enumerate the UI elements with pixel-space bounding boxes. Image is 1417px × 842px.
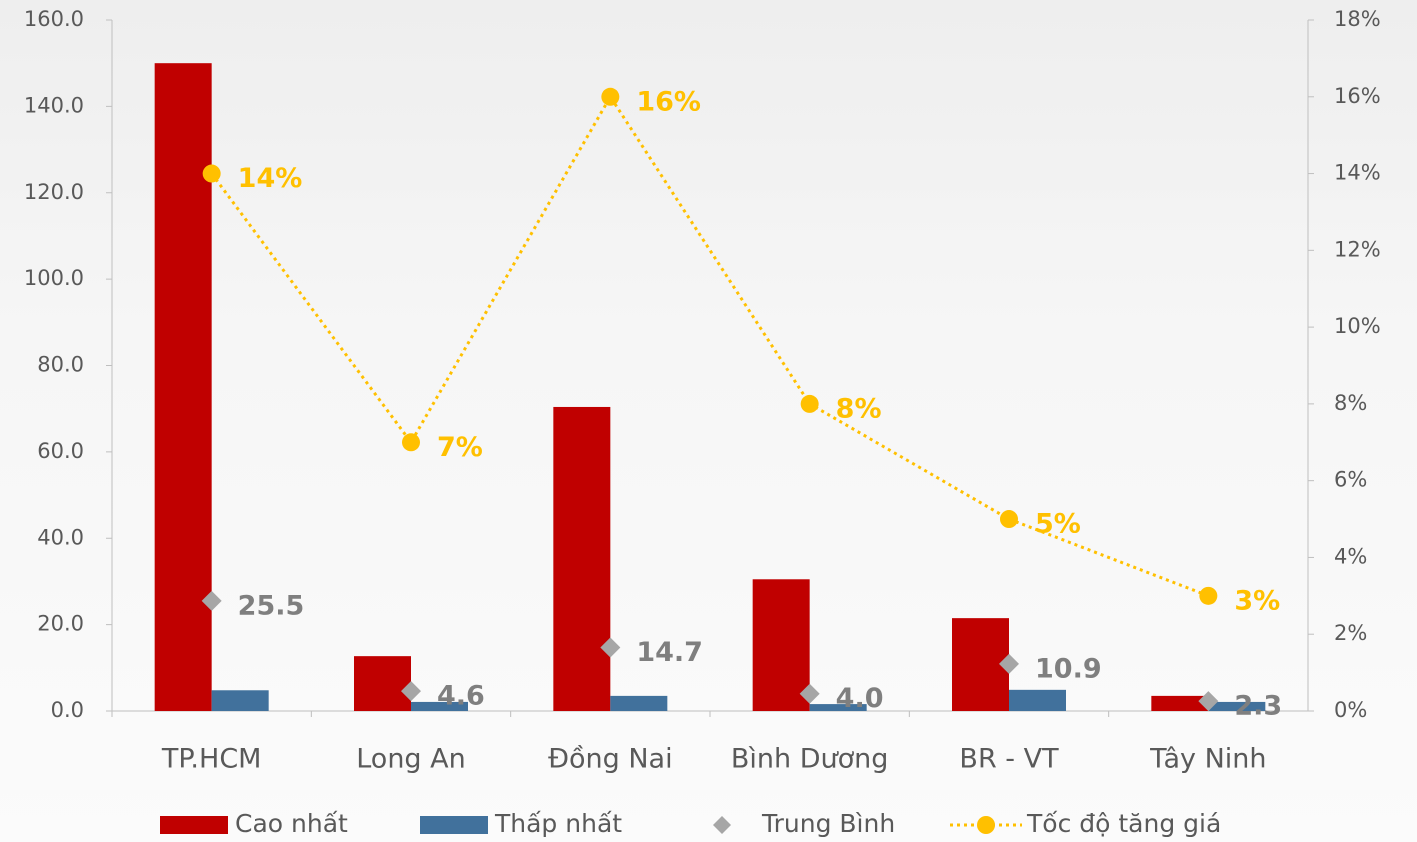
x-tick-label: Tây Ninh [1149, 744, 1266, 775]
bar [1208, 701, 1266, 711]
bar [952, 618, 1009, 711]
data-label: 2.3 [1234, 691, 1282, 722]
y2-tick-label: 2% [1334, 621, 1367, 645]
diamond-marker [799, 683, 820, 704]
data-label: 4.0 [836, 683, 884, 714]
bar [154, 63, 212, 711]
diamond-marker [401, 681, 421, 702]
bar [354, 656, 411, 711]
diamond-marker [999, 653, 1019, 674]
y2-tick-label: 12% [1334, 237, 1381, 261]
y-tick-label: 20.0 [37, 612, 84, 636]
y2-tick-label: 4% [1334, 544, 1367, 568]
y-tick-label: 0.0 [51, 698, 84, 722]
y-tick-label: 80.0 [37, 353, 84, 377]
legend-swatch [160, 816, 228, 834]
bar [1009, 689, 1066, 711]
legend-swatch [713, 816, 731, 834]
data-label: 10.9 [1035, 653, 1102, 684]
bar [752, 579, 810, 711]
bar [411, 701, 468, 711]
bar [211, 690, 269, 711]
legend-swatch [977, 816, 995, 834]
diamond-marker [1198, 691, 1219, 712]
rate-marker [800, 394, 819, 413]
y2-tick-label: 6% [1334, 468, 1367, 492]
rate-marker [202, 164, 221, 183]
y2-tick-label: 18% [1334, 7, 1381, 31]
y-tick-label: 160.0 [24, 7, 84, 31]
y-tick-label: 140.0 [24, 93, 84, 117]
data-label: 4.6 [437, 681, 485, 712]
diamond-marker [600, 637, 621, 658]
y-tick-label: 60.0 [37, 439, 84, 463]
y-tick-label: 40.0 [37, 525, 84, 549]
x-tick-label: Bình Dương [731, 744, 889, 775]
diamond-marker [201, 590, 222, 611]
data-label: 5% [1035, 509, 1081, 540]
legend-label: Cao nhất [235, 809, 348, 838]
y2-tick-label: 14% [1334, 161, 1381, 185]
bar [610, 695, 668, 711]
rate-marker [1000, 510, 1018, 529]
data-label: 8% [836, 393, 882, 424]
rate-marker [402, 433, 420, 452]
legend-label: Trung Bình [761, 809, 895, 838]
rate-marker [601, 87, 620, 106]
y2-tick-label: 8% [1334, 391, 1367, 415]
legend-swatch [420, 816, 488, 834]
bar [809, 704, 867, 711]
rate-line [210, 93, 1209, 598]
x-tick-label: Đồng Nai [548, 744, 673, 775]
legend-label: Thấp nhất [494, 809, 622, 838]
x-tick-label: BR - VT [959, 744, 1059, 775]
y-tick-label: 100.0 [24, 266, 84, 290]
data-label: 16% [636, 86, 701, 117]
y2-tick-label: 10% [1334, 314, 1381, 338]
y2-tick-label: 16% [1334, 84, 1381, 108]
data-label: 3% [1234, 585, 1280, 616]
y2-tick-label: 0% [1334, 698, 1367, 722]
rate-marker [1199, 586, 1218, 605]
legend-label: Tốc độ tăng giá [1026, 809, 1221, 838]
data-label: 25.5 [238, 590, 305, 621]
y-tick-label: 120.0 [24, 180, 84, 204]
x-tick-label: TP.HCM [161, 744, 262, 775]
data-label: 14.7 [636, 637, 703, 668]
data-label: 7% [437, 432, 483, 463]
x-tick-label: Long An [356, 744, 466, 775]
bar [553, 406, 611, 711]
data-label: 14% [238, 163, 303, 194]
bar [1151, 695, 1209, 711]
